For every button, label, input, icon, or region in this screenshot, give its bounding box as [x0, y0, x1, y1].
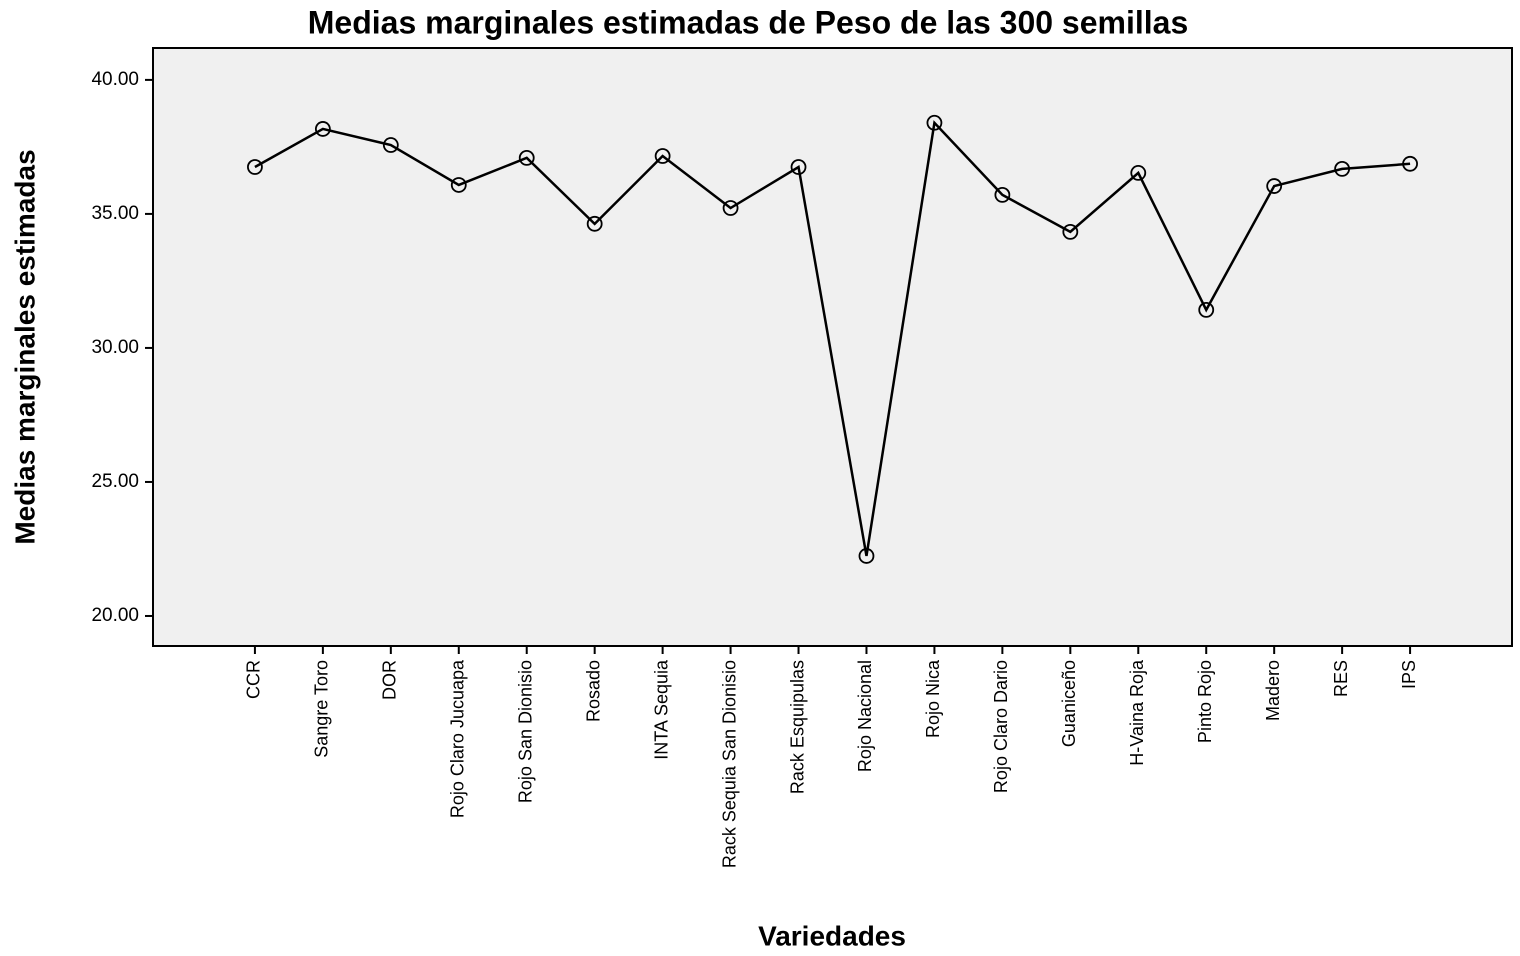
chart-title: Medias marginales estimadas de Peso de l…	[308, 4, 1188, 40]
x-tick-label: Pinto Rojo	[1195, 660, 1215, 743]
x-tick-label: Rojo Claro Jucuapa	[448, 659, 468, 818]
y-tick-label: 25.00	[91, 471, 139, 492]
y-tick-label: 35.00	[91, 203, 139, 224]
point	[1062, 223, 1079, 240]
x-tick-label: Rojo Claro Dario	[991, 660, 1011, 793]
point	[654, 148, 671, 164]
x-tick-label: H-Vaina Roja	[1127, 659, 1147, 766]
point	[790, 159, 807, 175]
point	[994, 186, 1011, 203]
x-tick-label: Rosado	[583, 660, 603, 722]
x-tick-label: Rojo Nica	[923, 659, 943, 738]
line	[254, 120, 1411, 557]
y-tick-label: 40.00	[91, 69, 139, 90]
plot-area	[152, 47, 1513, 647]
y-tick-label: 30.00	[91, 337, 139, 358]
point	[1130, 165, 1147, 181]
x-tick-label: IPS	[1399, 660, 1419, 689]
point	[1198, 301, 1215, 318]
x-tick-label: Sangre Toro	[312, 660, 332, 758]
point	[586, 215, 603, 232]
point	[926, 114, 943, 131]
x-tick-label: RES	[1331, 660, 1351, 697]
point	[247, 159, 263, 175]
point	[382, 137, 399, 153]
x-tick-label: INTA Sequia	[651, 659, 671, 760]
point	[858, 548, 875, 564]
y-axis-label: Medias marginales estimadas	[9, 149, 40, 544]
x-tick-label: Rojo San Dionisio	[515, 660, 535, 803]
x-tick-label: Rack Esquipulas	[787, 660, 807, 794]
point	[450, 177, 467, 193]
x-tick-label: Guaniceño	[1059, 660, 1079, 747]
point	[1266, 178, 1283, 194]
x-tick-label: Rojo Nacional	[855, 660, 875, 772]
point	[314, 121, 331, 137]
x-axis-label: Variedades	[758, 920, 906, 951]
point	[1334, 160, 1351, 177]
point	[1402, 155, 1418, 172]
x-tick-label: Rack Sequia San Dionisio	[719, 660, 739, 868]
x-tick-label: Madero	[1263, 660, 1283, 721]
y-tick-label: 20.00	[91, 605, 139, 626]
x-tick-label: CCR	[244, 660, 264, 699]
x-tick-label: DOR	[380, 660, 400, 700]
point	[518, 149, 535, 166]
point	[722, 200, 739, 216]
